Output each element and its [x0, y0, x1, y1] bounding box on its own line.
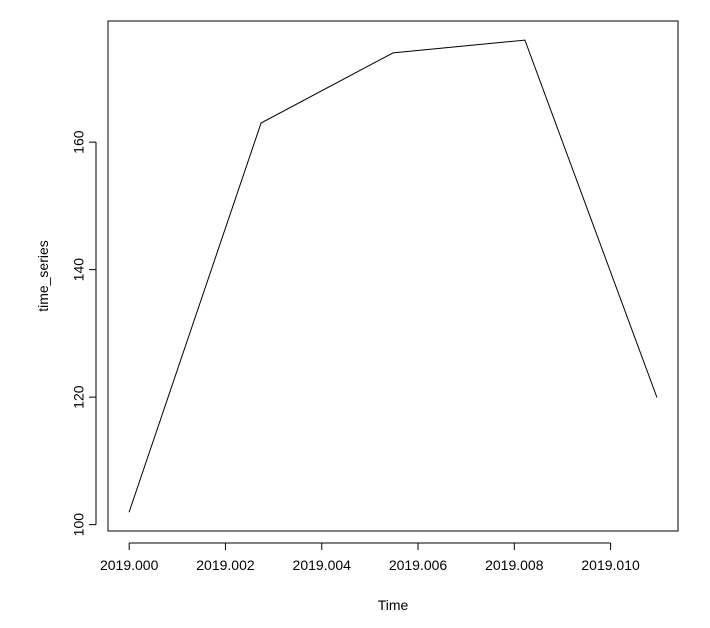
y-axis-title: time_series	[35, 240, 51, 312]
y-tick-label: 120	[71, 385, 87, 409]
x-tick-label: 2019.010	[581, 557, 640, 573]
x-axis-title: Time	[378, 597, 409, 613]
x-tick-label: 2019.000	[100, 557, 159, 573]
plot-box	[107, 20, 679, 532]
data-point	[128, 511, 130, 513]
y-axis: 100 120 140 160	[71, 130, 97, 537]
data-point	[260, 122, 262, 124]
x-axis: 2019.000 2019.002 2019.004 2019.006 2019.008…	[100, 542, 640, 573]
data-point	[524, 39, 526, 41]
y-tick-label: 100	[71, 513, 87, 537]
y-tick-label: 160	[71, 130, 87, 154]
y-tick-label: 140	[71, 258, 87, 282]
data-point	[392, 52, 394, 54]
x-tick-label: 2019.008	[485, 557, 544, 573]
x-tick-label: 2019.004	[293, 557, 352, 573]
series-layer	[128, 39, 658, 513]
series-line	[128, 39, 658, 513]
x-tick-label: 2019.006	[389, 557, 448, 573]
x-tick-label: 2019.002	[196, 557, 255, 573]
data-point	[656, 396, 658, 398]
